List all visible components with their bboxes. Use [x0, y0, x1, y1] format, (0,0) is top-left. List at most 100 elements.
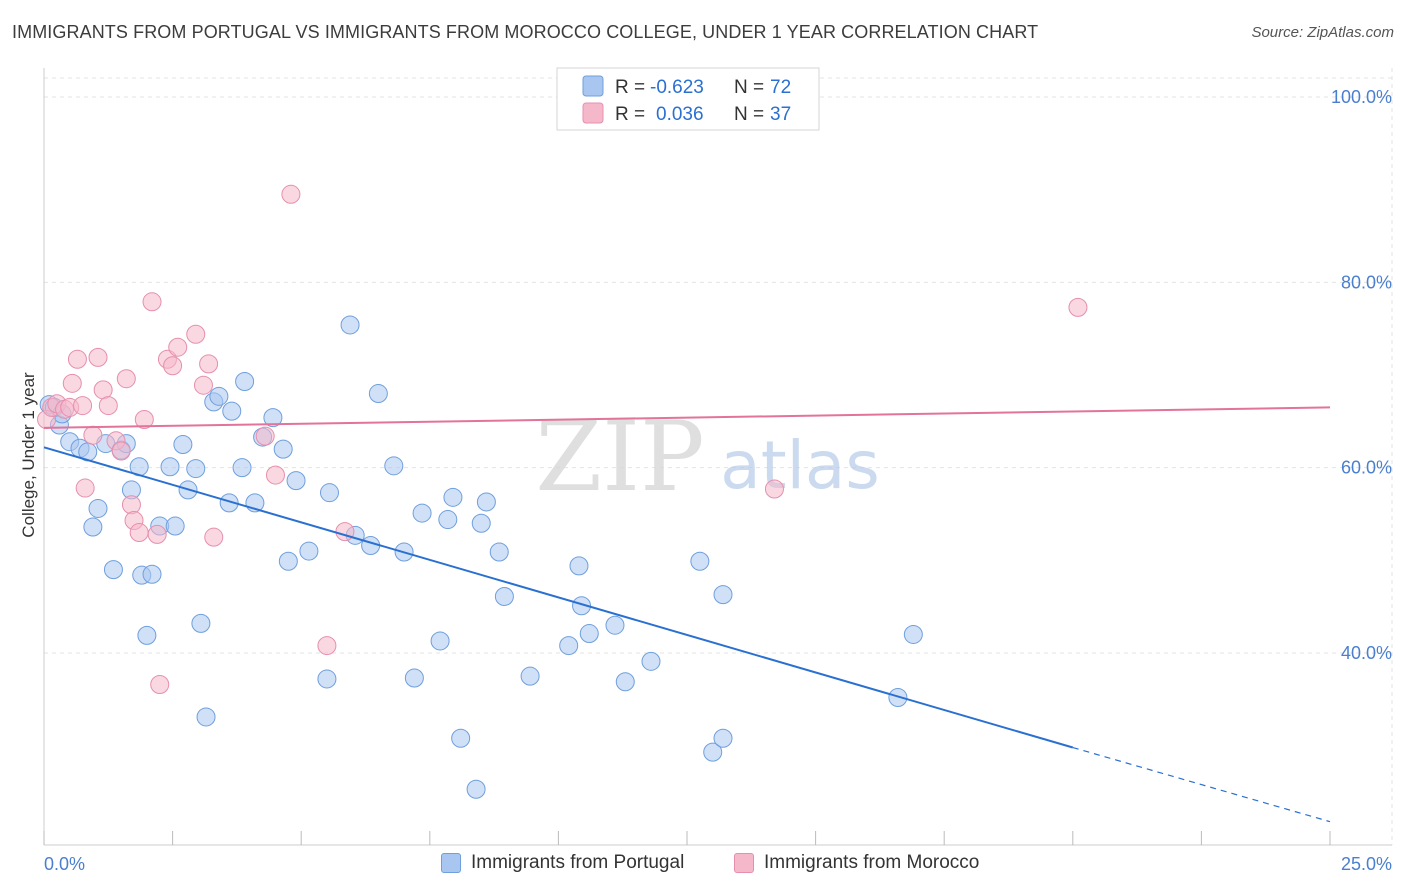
portugal-points	[39, 315, 923, 799]
portugal-point-37	[286, 471, 306, 491]
portugal-point-68	[713, 728, 733, 748]
stats-r-value-morocco: 0.036	[656, 104, 704, 125]
portugal-point-53	[466, 779, 486, 799]
morocco-point-15	[116, 369, 136, 389]
morocco-point-22	[150, 675, 170, 695]
portugal-point-40	[319, 483, 339, 503]
morocco-point-18	[129, 523, 149, 543]
portugal-point-35	[273, 439, 293, 459]
morocco-point-24	[163, 356, 183, 376]
portugal-point-39	[317, 669, 337, 689]
portugal-point-69	[713, 585, 733, 605]
source-credit: Source: ZipAtlas.com	[1251, 24, 1394, 41]
morocco-point-35	[764, 479, 784, 499]
morocco-point-32	[281, 184, 301, 204]
bottom-legend: Immigrants from Portugal Immigrants from…	[0, 850, 1406, 880]
portugal-point-62	[579, 624, 599, 644]
morocco-point-8	[75, 478, 95, 498]
portugal-point-52	[451, 728, 471, 748]
x-tick-labels: 0.0% 25.0%	[44, 854, 1392, 874]
portugal-point-10	[103, 560, 123, 580]
morocco-point-33	[317, 636, 337, 656]
portugal-point-34	[263, 408, 283, 428]
legend-item-portugal[interactable]: Immigrants from Portugal	[441, 852, 684, 874]
portugal-point-28	[219, 493, 239, 513]
portugal-point-21	[173, 435, 193, 454]
stats-n-label-morocco: N =	[734, 104, 764, 125]
morocco-point-20	[142, 292, 162, 312]
portugal-point-7	[83, 517, 103, 537]
axes	[43, 68, 1392, 846]
stats-legend-swatch-portugal	[582, 75, 604, 97]
portugal-point-19	[160, 457, 180, 477]
morocco-point-11	[93, 380, 113, 400]
portugal-point-24	[191, 613, 211, 633]
morocco-trend-line	[43, 406, 1331, 429]
legend-label-portugal: Immigrants from Portugal	[471, 852, 685, 873]
portugal-point-54	[471, 513, 491, 533]
morocco-points	[37, 184, 1088, 695]
portugal-point-56	[489, 542, 509, 562]
morocco-point-7	[73, 396, 93, 416]
portugal-point-58	[520, 666, 540, 686]
portugal-point-59	[559, 636, 579, 656]
portugal-point-45	[384, 456, 404, 476]
portugal-point-25	[196, 707, 216, 727]
portugal-point-63	[605, 615, 625, 635]
legend-swatch-morocco	[734, 853, 754, 873]
portugal-point-57	[494, 586, 514, 606]
portugal-point-61	[572, 596, 592, 616]
morocco-point-6	[67, 349, 87, 369]
portugal-point-38	[299, 541, 319, 561]
grid	[44, 68, 1393, 845]
stats-legend-swatch-morocco	[582, 102, 604, 124]
portugal-point-27	[209, 386, 229, 406]
portugal-point-50	[438, 510, 458, 530]
y-tick-label-60: 60.0%	[1341, 458, 1392, 478]
portugal-point-29	[222, 401, 242, 421]
morocco-point-25	[168, 337, 188, 357]
morocco-point-28	[199, 354, 219, 374]
legend-item-morocco[interactable]: Immigrants from Morocco	[734, 852, 979, 874]
portugal-point-55	[476, 492, 496, 512]
portugal-point-71	[903, 624, 923, 644]
y-tick-label-80: 80.0%	[1341, 272, 1392, 292]
stats-legend: R = -0.623 N = 72 R = 0.036 N = 37	[556, 67, 820, 131]
portugal-trend-line	[43, 446, 1074, 749]
portugal-point-67	[703, 742, 723, 762]
portugal-point-36	[278, 551, 298, 571]
morocco-point-5	[62, 373, 82, 393]
portugal-point-16	[137, 625, 157, 645]
y-tick-label-100: 100.0%	[1331, 87, 1392, 107]
morocco-point-21	[147, 524, 167, 544]
morocco-point-30	[255, 426, 275, 446]
stats-r-value-portugal: -0.623	[650, 77, 704, 98]
portugal-point-65	[641, 651, 661, 671]
portugal-point-43	[361, 536, 381, 556]
portugal-point-47	[404, 668, 424, 688]
portugal-point-31	[235, 371, 255, 391]
portugal-point-41	[340, 315, 360, 335]
legend-label-morocco: Immigrants from Morocco	[764, 852, 980, 873]
y-tick-labels: 40.0% 60.0% 80.0% 100.0%	[1331, 87, 1392, 663]
portugal-point-49	[430, 631, 450, 651]
stats-r-label-morocco: R =	[615, 104, 645, 125]
portugal-point-30	[232, 458, 252, 478]
y-axis-label: College, Under 1 year	[19, 372, 38, 538]
stats-n-value-portugal: 72	[770, 77, 791, 98]
portugal-point-60	[569, 556, 589, 576]
morocco-point-16	[121, 495, 141, 515]
y-tick-label-40: 40.0%	[1341, 643, 1392, 663]
stats-n-value-morocco: 37	[770, 104, 791, 125]
chart-title: IMMIGRANTS FROM PORTUGAL VS IMMIGRANTS F…	[12, 22, 1039, 42]
legend-swatch-portugal	[441, 853, 461, 873]
stats-n-label-portugal: N =	[734, 77, 764, 98]
watermark-atlas: atlas	[720, 427, 880, 504]
morocco-point-31	[265, 465, 285, 485]
portugal-point-64	[615, 672, 635, 692]
portugal-point-44	[368, 384, 388, 404]
morocco-point-19	[134, 409, 154, 429]
trend-lines	[43, 406, 1331, 823]
portugal-point-20	[165, 516, 185, 536]
